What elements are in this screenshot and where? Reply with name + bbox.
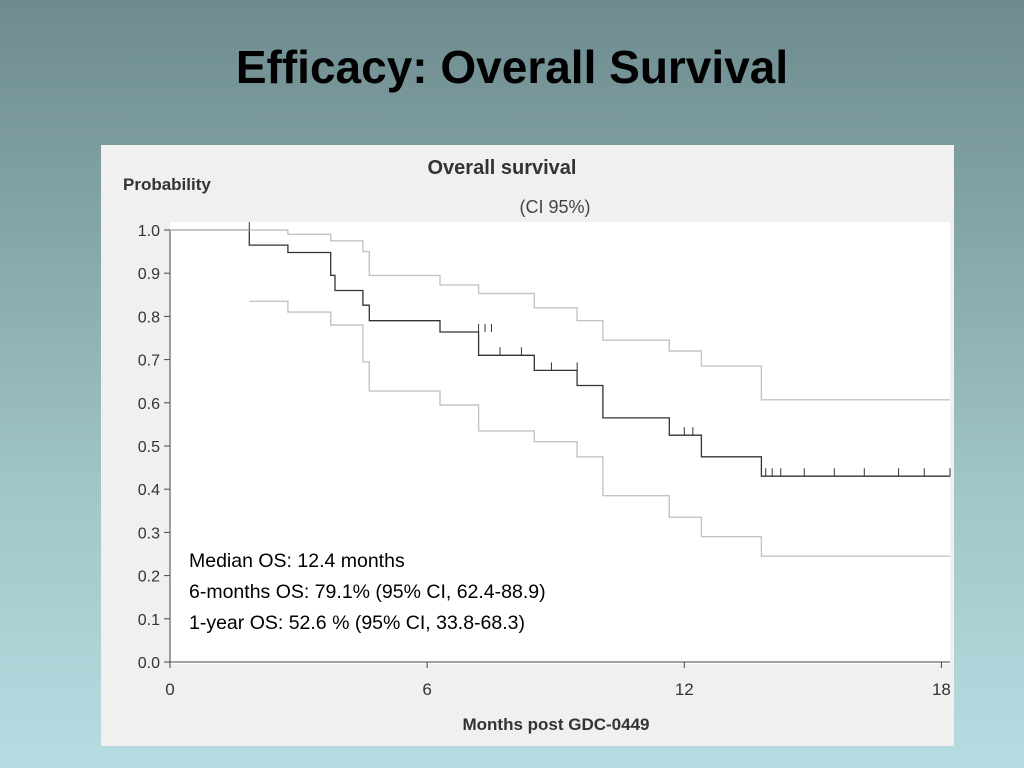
plot-area xyxy=(170,222,950,664)
x-tick-label: 0 xyxy=(165,680,174,699)
x-axis-ticks: 0 6 12 18 xyxy=(165,662,951,699)
annotation-1-year-os: 1-year OS: 52.6 % (95% CI, 33.8-68.3) xyxy=(189,612,525,634)
y-tick-label: 0.4 xyxy=(138,482,160,499)
annotation-median-os: Median OS: 12.4 months xyxy=(189,550,405,572)
chart-subtitle: (CI 95%) xyxy=(519,197,590,217)
x-tick-label: 18 xyxy=(932,680,951,699)
series-line-ci-upper xyxy=(170,229,950,401)
y-tick-label: 0.1 xyxy=(138,612,160,629)
censor-marks xyxy=(248,222,951,477)
y-tick-label: 0.2 xyxy=(138,569,160,586)
series-line-ci-lower xyxy=(249,300,950,557)
x-tick-label: 6 xyxy=(422,680,431,699)
y-tick-label: 0.0 xyxy=(138,655,160,672)
chart-panel: Overall survival (CI 95%) Probability Mo… xyxy=(101,145,954,746)
y-tick-label: 0.6 xyxy=(138,396,160,413)
y-tick-label: 1.0 xyxy=(138,223,160,240)
y-tick-label: 0.8 xyxy=(138,309,160,326)
y-axis-label: Probability xyxy=(123,175,211,194)
slide-title: Efficacy: Overall Survival xyxy=(235,41,789,93)
y-tick-label: 0.9 xyxy=(138,266,160,283)
x-tick-label: 12 xyxy=(675,680,694,699)
series-line-estimate xyxy=(170,229,950,477)
x-axis-label: Months post GDC-0449 xyxy=(462,715,649,734)
survival-curves xyxy=(170,229,950,557)
chart-title: Overall survival xyxy=(428,157,577,179)
y-axis-ticks: 0.0 0.1 0.2 0.3 0.4 0.5 0.6 0.7 0.8 0.9 1.0 xyxy=(138,223,170,672)
y-tick-label: 0.3 xyxy=(138,525,160,542)
annotation-6-month-os: 6-months OS: 79.1% (95% CI, 62.4-88.9) xyxy=(189,581,546,603)
survival-chart: Overall survival (CI 95%) Probability Mo… xyxy=(123,157,951,734)
y-tick-label: 0.7 xyxy=(138,353,160,370)
y-tick-label: 0.5 xyxy=(138,439,160,456)
